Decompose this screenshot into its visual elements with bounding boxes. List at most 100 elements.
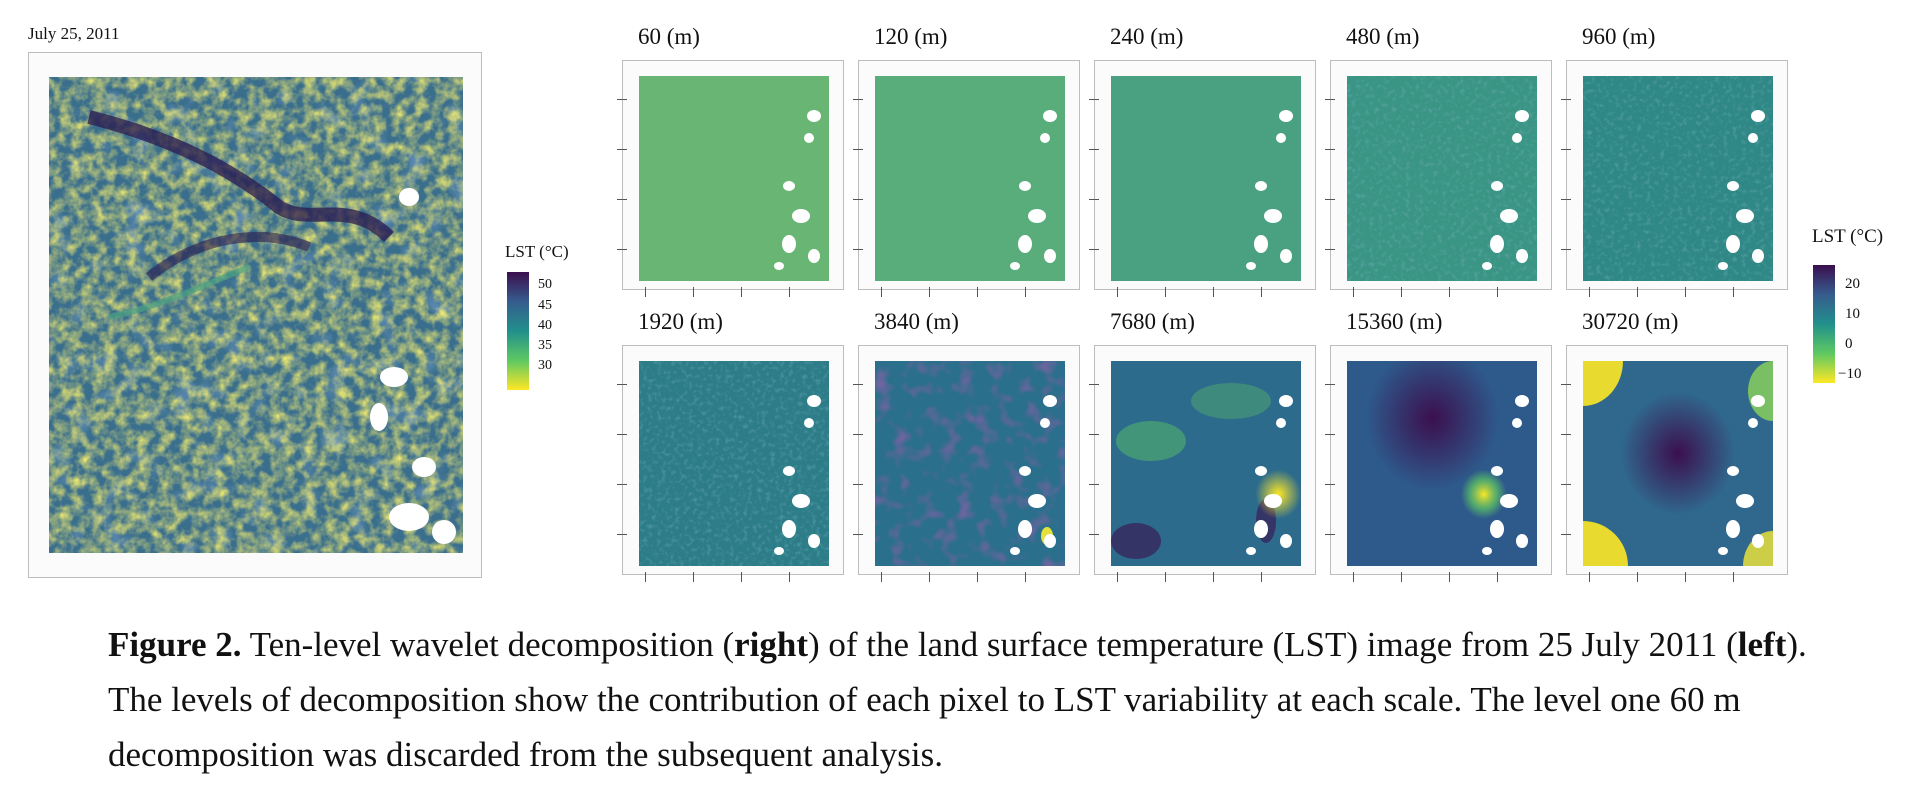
decomposition-panel (853, 60, 1080, 297)
axis-tick (1561, 149, 1571, 150)
left-legend-label: 45 (538, 298, 552, 313)
axis-tick (853, 199, 863, 200)
decomposition-image (875, 76, 1065, 281)
axis-tick (617, 534, 627, 535)
axis-tick (977, 572, 978, 582)
axis-tick (1025, 287, 1026, 297)
axis-tick (1261, 287, 1262, 297)
axis-tick (853, 434, 863, 435)
axis-tick (853, 534, 863, 535)
axis-tick (1637, 572, 1638, 582)
axis-tick (693, 572, 694, 582)
axis-tick (693, 287, 694, 297)
axis-tick (741, 572, 742, 582)
panel-title: 30720 (m) (1582, 309, 1679, 334)
axis-tick (1325, 484, 1335, 485)
left-legend-title: LST (°C) (505, 242, 569, 261)
decomposition-panel (1325, 60, 1552, 297)
axis-tick (1213, 572, 1214, 582)
axis-tick (617, 149, 627, 150)
axis-tick (1325, 249, 1335, 250)
decomposition-image (1583, 76, 1773, 281)
decomposition-image (1111, 361, 1301, 566)
axis-tick (1089, 384, 1099, 385)
decomposition-image (1111, 76, 1301, 281)
axis-tick (1449, 287, 1450, 297)
axis-tick (1561, 534, 1571, 535)
axis-tick (1325, 199, 1335, 200)
axis-tick (1089, 434, 1099, 435)
left-legend-label: 50 (538, 277, 552, 292)
axis-tick (1497, 287, 1498, 297)
decomposition-image (1347, 361, 1537, 566)
axis-tick (1089, 149, 1099, 150)
lst-map-panel (28, 52, 482, 578)
axis-tick (617, 249, 627, 250)
axis-tick (1165, 287, 1166, 297)
caption-text: ). The levels of decomposition show the … (108, 625, 1807, 774)
axis-tick (1589, 287, 1590, 297)
axis-tick (1401, 287, 1402, 297)
axis-tick (1261, 572, 1262, 582)
panel-title: 15360 (m) (1346, 309, 1443, 334)
axis-tick (1401, 572, 1402, 582)
right-legend-label: 10 (1845, 306, 1860, 322)
panel-title: 1920 (m) (638, 309, 723, 334)
right-legend-colorbar (1813, 265, 1835, 383)
axis-tick (1353, 287, 1354, 297)
map-date-label: July 25, 2011 (28, 24, 120, 43)
axis-tick (645, 572, 646, 582)
axis-tick (1561, 249, 1571, 250)
panel-title: 3840 (m) (874, 309, 959, 334)
decomposition-image (639, 76, 829, 281)
axis-tick (645, 287, 646, 297)
axis-tick (1325, 534, 1335, 535)
axis-tick (1561, 199, 1571, 200)
axis-tick (617, 199, 627, 200)
lst-map-image (49, 77, 463, 553)
axis-tick (1213, 287, 1214, 297)
axis-tick (1589, 572, 1590, 582)
right-legend-title: LST (°C) (1812, 226, 1884, 247)
axis-tick (617, 484, 627, 485)
decomposition-panel (853, 345, 1080, 582)
caption-text: Ten-level wavelet decomposition ( (241, 625, 735, 664)
decomposition-panel (617, 345, 844, 582)
axis-tick (1117, 287, 1118, 297)
axis-tick (789, 287, 790, 297)
left-legend-colorbar (507, 272, 529, 390)
panel-title: 240 (m) (1110, 24, 1184, 49)
panel-title: 960 (m) (1582, 24, 1656, 49)
right-legend-label: −10 (1838, 366, 1862, 382)
axis-tick (1685, 287, 1686, 297)
figure-caption: Figure 2. Ten-level wavelet decompositio… (108, 617, 1868, 782)
axis-tick (617, 99, 627, 100)
axis-tick (977, 287, 978, 297)
figure-number: Figure 2. (108, 625, 242, 664)
axis-tick (1497, 572, 1498, 582)
axis-tick (1561, 434, 1571, 435)
decomposition-panel (617, 60, 844, 297)
axis-tick (853, 384, 863, 385)
axis-tick (853, 249, 863, 250)
axis-tick (1325, 384, 1335, 385)
axis-tick (617, 434, 627, 435)
axis-tick (1325, 149, 1335, 150)
axis-tick (789, 572, 790, 582)
decomposition-image (1347, 76, 1537, 281)
decomposition-image (1583, 361, 1773, 566)
decomposition-image (639, 361, 829, 566)
caption-text: ) of the land surface temperature (LST) … (808, 625, 1738, 664)
caption-emphasis-right: right (734, 625, 808, 664)
axis-tick (1089, 199, 1099, 200)
axis-tick (1561, 384, 1571, 385)
axis-tick (1025, 572, 1026, 582)
axis-tick (741, 287, 742, 297)
axis-tick (929, 572, 930, 582)
left-legend-label: 35 (538, 338, 552, 353)
axis-tick (1117, 572, 1118, 582)
axis-tick (853, 149, 863, 150)
left-legend-label: 30 (538, 358, 552, 373)
axis-tick (881, 287, 882, 297)
decomposition-panel (1561, 345, 1788, 582)
